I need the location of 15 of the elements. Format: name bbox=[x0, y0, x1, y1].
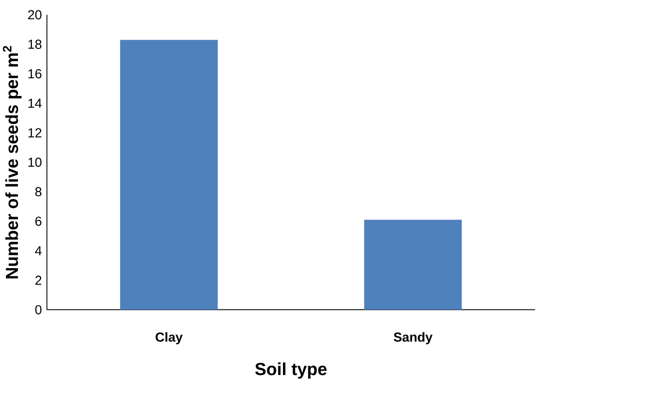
y-tick-label: 12 bbox=[28, 128, 42, 138]
x-axis-title: Soil type bbox=[255, 362, 327, 379]
y-tick-label: 18 bbox=[28, 40, 42, 49]
y-tick-label: 2 bbox=[35, 276, 42, 285]
y-tick-label: 10 bbox=[28, 158, 42, 167]
y-tick-label: 8 bbox=[35, 187, 42, 196]
y-tick-label: 16 bbox=[28, 69, 42, 78]
y-tick-label: 20 bbox=[28, 10, 42, 20]
y-tick-label: 6 bbox=[35, 216, 42, 226]
y-tick-label: 4 bbox=[35, 246, 42, 256]
y-axis-title: Number of live seeds per m$^{2}$ bbox=[2, 46, 22, 278]
x-tick-label: Clay bbox=[156, 332, 183, 344]
y-tick-label: 14 bbox=[28, 98, 42, 108]
y-tick-label: 0 bbox=[35, 305, 42, 314]
x-tick-label: Sandy bbox=[394, 332, 432, 344]
